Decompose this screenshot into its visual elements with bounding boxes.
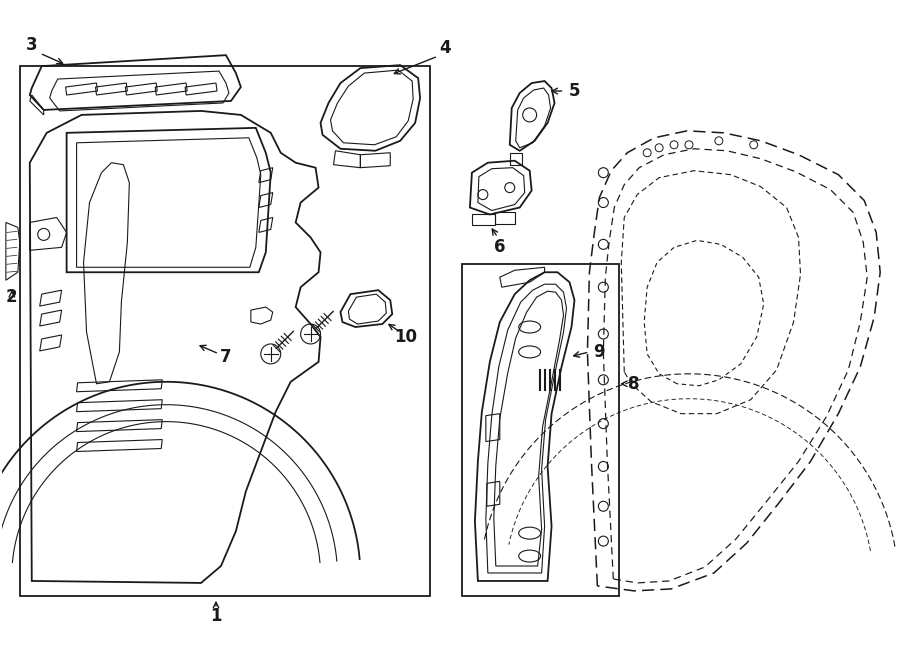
Text: 10: 10 xyxy=(393,328,417,346)
Text: 3: 3 xyxy=(26,36,38,54)
Text: 4: 4 xyxy=(439,39,451,57)
Text: 9: 9 xyxy=(594,343,605,361)
Text: 8: 8 xyxy=(628,375,640,393)
Text: 2: 2 xyxy=(6,288,18,306)
Text: 1: 1 xyxy=(211,607,221,625)
Text: 6: 6 xyxy=(494,238,506,256)
Text: 5: 5 xyxy=(569,82,580,100)
Text: 7: 7 xyxy=(220,348,232,366)
